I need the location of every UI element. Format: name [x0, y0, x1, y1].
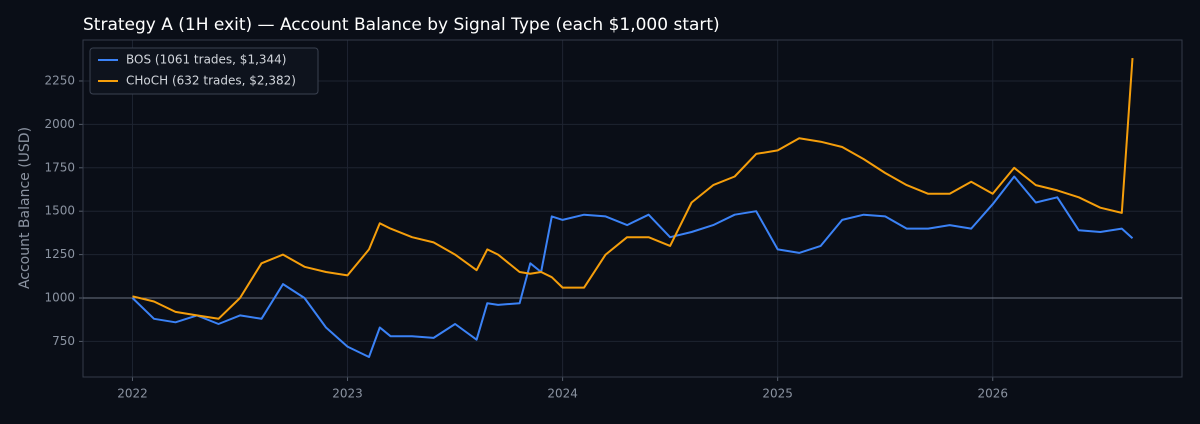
x-tick-label: 2024: [547, 387, 578, 401]
y-tick-label: 750: [52, 334, 75, 348]
y-tick-label: 1000: [44, 291, 75, 305]
y-tick-label: 2000: [44, 117, 75, 131]
plot-frame: [82, 39, 1183, 378]
x-tick-label: 2025: [762, 387, 793, 401]
x-tick-label: 2023: [332, 387, 363, 401]
y-axis-label: Account Balance (USD): [17, 127, 33, 289]
legend-label: CHoCH (632 trades, $2,382): [126, 74, 296, 88]
series-line: [132, 58, 1134, 320]
y-tick-label: 2250: [44, 73, 75, 87]
chart-title: Strategy A (1H exit) — Account Balance b…: [83, 15, 720, 35]
x-tick-label: 2022: [117, 387, 148, 401]
y-tick-label: 1500: [44, 204, 75, 218]
y-tick-label: 1750: [44, 160, 75, 174]
legend-label: BOS (1061 trades, $1,344): [126, 53, 286, 67]
legend-box: [89, 47, 319, 95]
y-tick-label: 1250: [44, 247, 75, 261]
x-tick-label: 2026: [977, 387, 1008, 401]
series-line: [131, 175, 1134, 358]
